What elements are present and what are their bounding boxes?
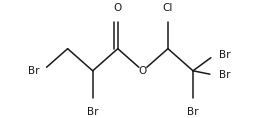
Text: O: O xyxy=(114,3,122,13)
Text: O: O xyxy=(139,66,147,76)
Text: Br: Br xyxy=(28,66,39,76)
Text: Br: Br xyxy=(219,50,230,60)
Text: Br: Br xyxy=(87,107,98,117)
Text: Cl: Cl xyxy=(163,3,173,13)
Text: Br: Br xyxy=(219,70,230,80)
Text: Br: Br xyxy=(187,107,199,117)
